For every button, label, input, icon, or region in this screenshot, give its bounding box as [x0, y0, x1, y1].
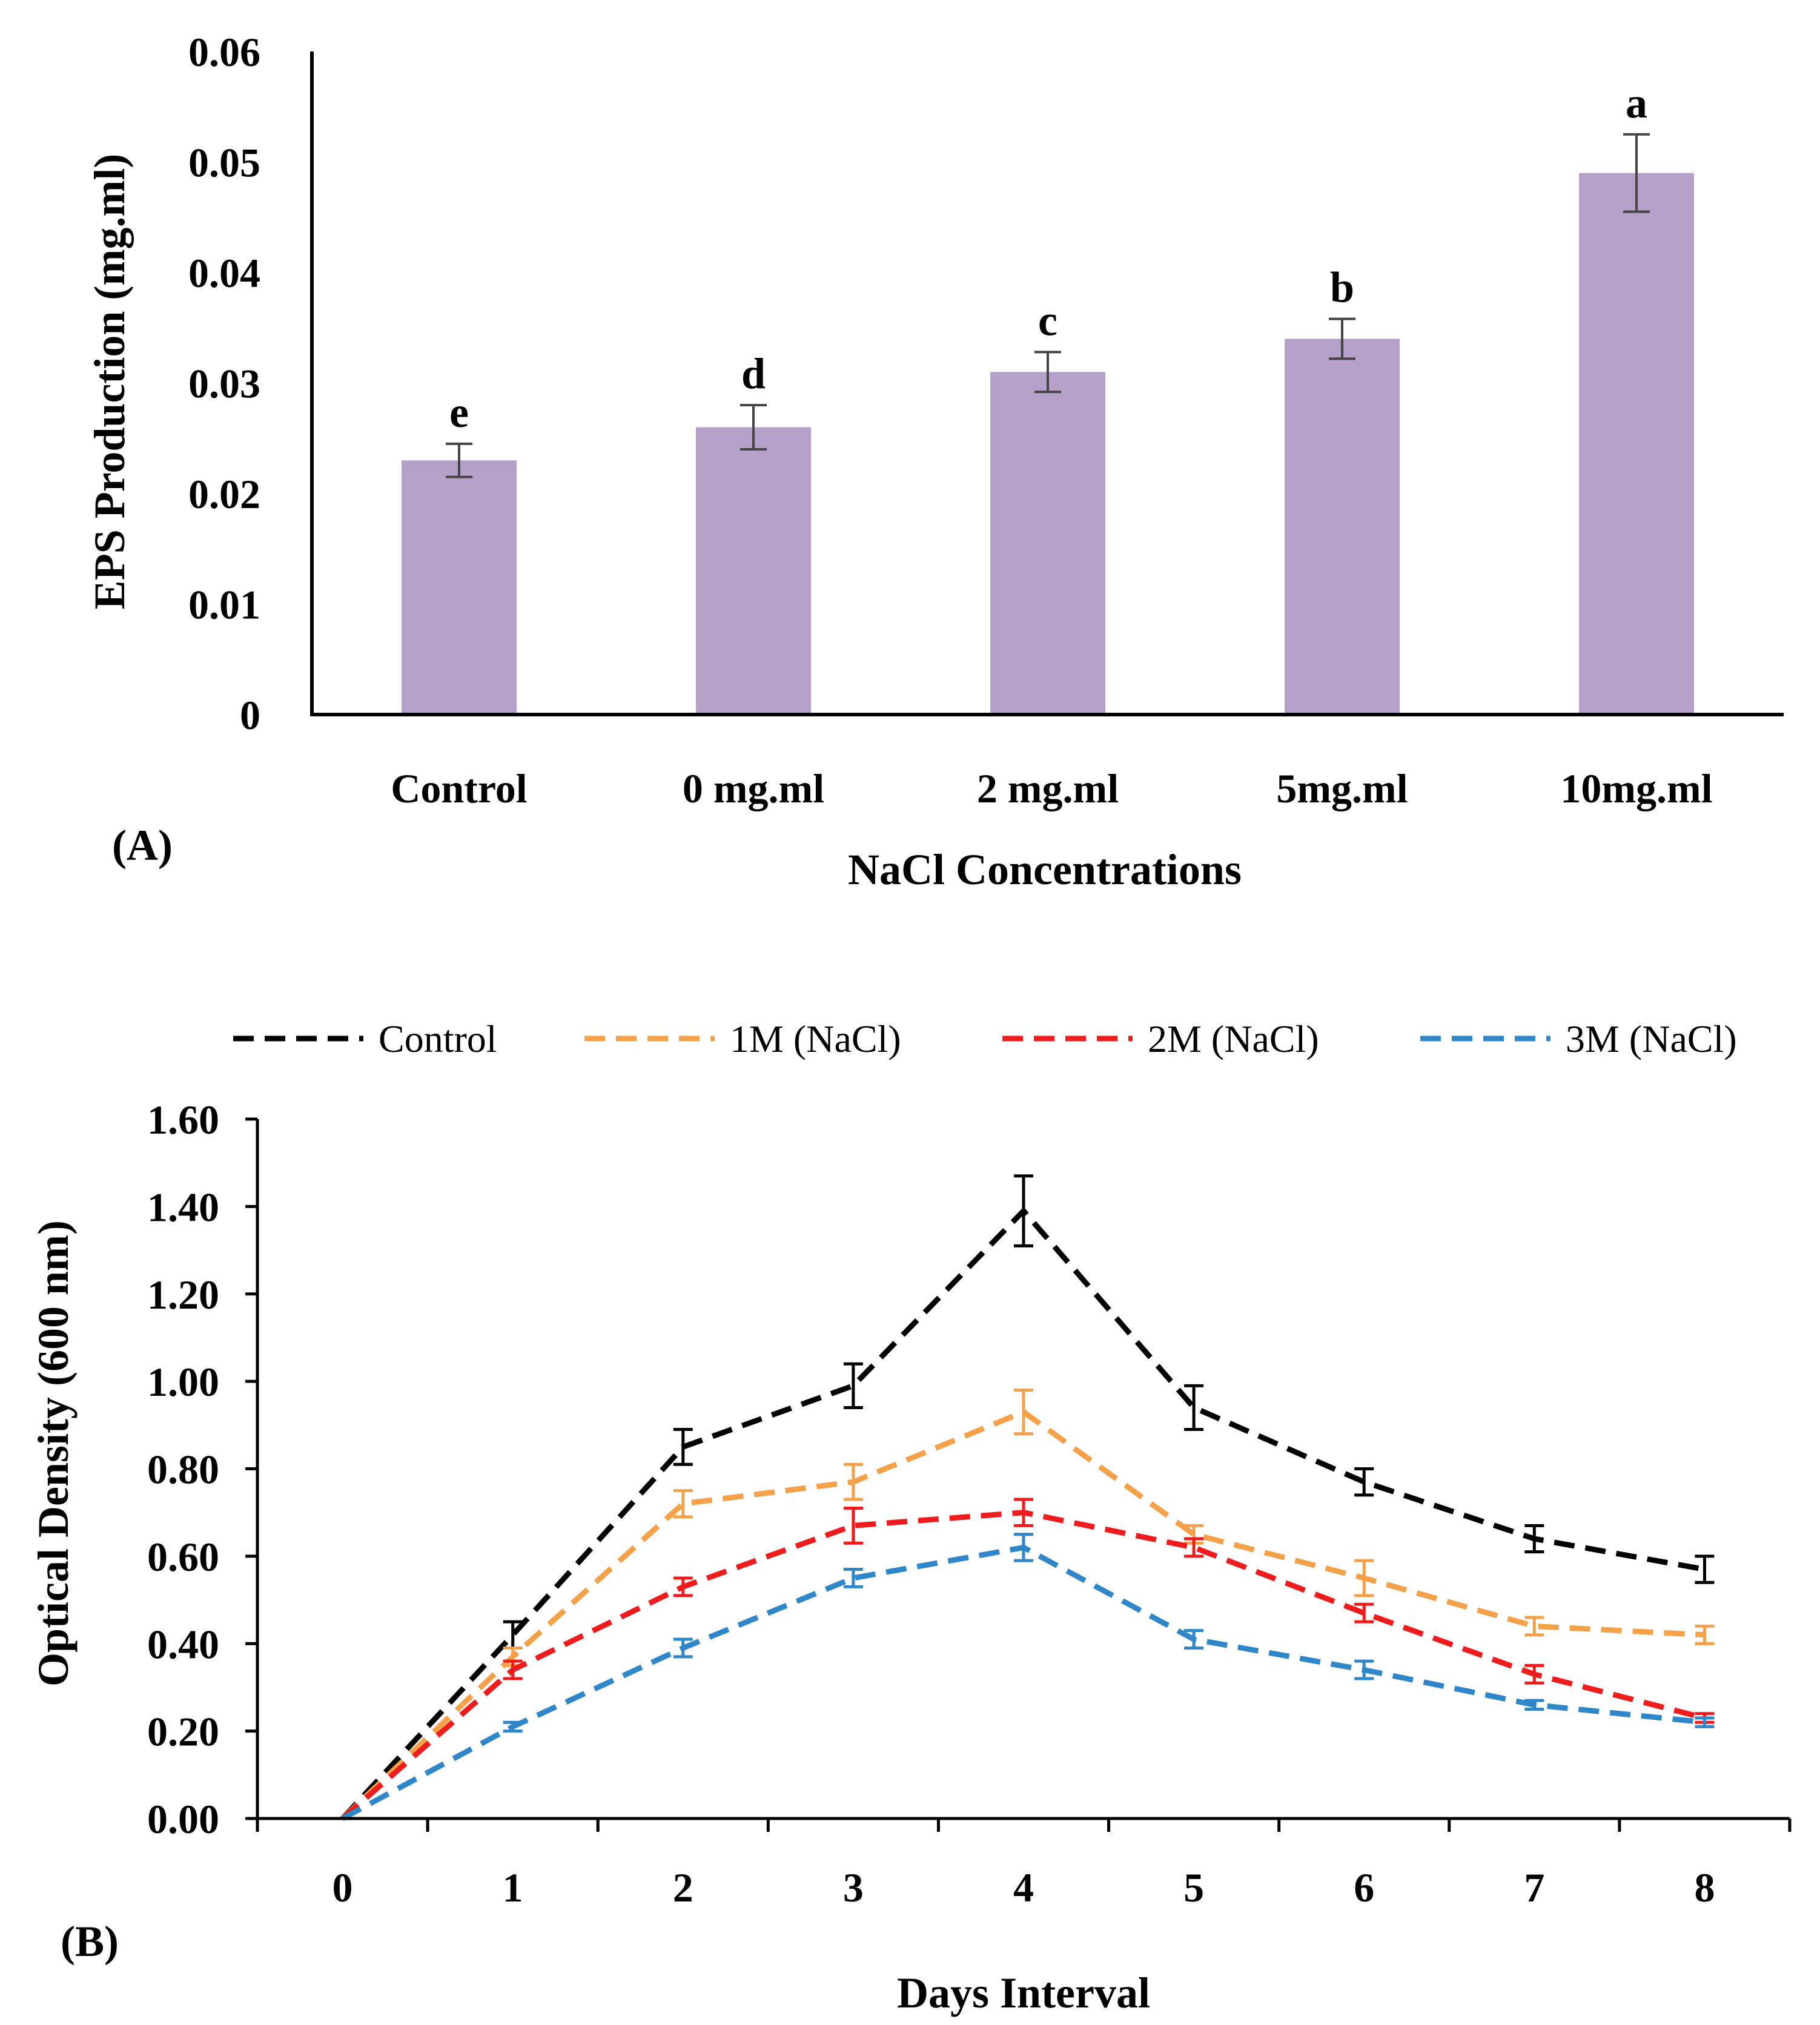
chart-b-y-tick-label: 1.00 [147, 1359, 219, 1405]
chart-b-y-tick-label: 0.60 [147, 1534, 219, 1580]
chart-a-bar-2 [696, 427, 811, 715]
chart-b-y-tick-label: 0.00 [147, 1796, 219, 1842]
chart-b-y-tick-label: 0.80 [147, 1447, 219, 1493]
chart-a-x-tick-label: Control [391, 765, 527, 811]
chart-a-error-bars [446, 133, 1650, 478]
chart-a-significance-letter-2: d [741, 349, 766, 398]
chart-a-panel-label: (A) [112, 821, 173, 870]
chart-a-bar-1 [402, 460, 517, 715]
chart-b-legend-label-4: 3M (NaCl) [1566, 1017, 1737, 1060]
chart-a-bars [402, 173, 1694, 715]
chart-b-y-tick-label: 1.40 [147, 1184, 219, 1230]
chart-b-x-tick-label: 6 [1354, 1865, 1374, 1911]
chart-b-x-ticks: 0 1 2 3 4 5 6 7 8 [256, 1819, 1792, 1911]
chart-a-y-tick-label: 0.06 [188, 29, 260, 75]
chart-a-y-ticks: 0 0.01 0.02 0.03 0.04 0.05 0.06 [188, 29, 260, 738]
chart-b-series-line-4 [341, 1544, 1705, 1821]
chart-b-x-tick-label: 7 [1524, 1865, 1544, 1911]
chart-b-x-tick-label: 3 [843, 1865, 864, 1911]
chart-b-legend-label-2: 1M (NaCl) [730, 1017, 901, 1060]
chart-b-panel-label: (B) [61, 1917, 119, 1966]
chart-b-x-tick-label: 1 [503, 1865, 523, 1911]
chart-a-y-tick-label: 0.01 [188, 582, 260, 628]
chart-b-y-tick-label: 1.20 [147, 1272, 219, 1318]
chart-a-significance-letter-1: e [449, 388, 469, 437]
chart-b-series-line-2 [340, 1409, 1705, 1821]
chart-a-y-tick-label: 0.05 [188, 140, 260, 186]
chart-a-y-tick-label: 0 [240, 692, 260, 738]
chart-a-y-tick-label: 0.04 [188, 250, 260, 296]
chart-b-y-axis-title: Optical Density (600 nm) [29, 1220, 78, 1686]
chart-b-y-tick-label: 0.20 [147, 1709, 219, 1755]
chart-b-x-tick-label: 2 [673, 1865, 693, 1911]
chart-a-x-tick-label: 5mg.ml [1276, 765, 1408, 811]
chart-b-x-tick-label: 5 [1183, 1865, 1204, 1911]
chart-b-y-tick-label: 0.40 [147, 1621, 219, 1667]
chart-b-series-1 [340, 1174, 1715, 1821]
chart-a-significance-letter-5: a [1626, 79, 1647, 127]
chart-b-y-ticks: 0.00 0.20 0.40 0.60 0.80 1.00 1.20 1.40 1.60 [147, 1097, 257, 1842]
chart-a-bar-5 [1579, 173, 1694, 715]
chart-b-x-tick-label: 0 [333, 1865, 353, 1911]
chart-b-series-4 [341, 1533, 1715, 1821]
chart-a-significance-letter-4: b [1330, 263, 1354, 312]
chart-a-x-tick-label: 10mg.ml [1560, 765, 1712, 811]
chart-b-series-2 [340, 1389, 1715, 1821]
chart-a-bar-3 [990, 372, 1105, 715]
chart-b-series-3 [340, 1498, 1715, 1821]
chart-a-y-tick-label: 0.03 [188, 361, 260, 407]
chart-a-y-axis-title: EPS Production (mg.ml) [85, 154, 134, 610]
chart-a-x-ticks: Control 0 mg.ml 2 mg.ml 5mg.ml 10mg.ml [391, 765, 1712, 811]
chart-b-legend-label-1: Control [379, 1017, 497, 1060]
chart-a-significance-letter-3: c [1038, 296, 1057, 345]
chart-a-bar-4 [1285, 339, 1400, 715]
chart-a: 0 0.01 0.02 0.03 0.04 0.05 0.06 e d c b a Control 0… [85, 29, 1784, 894]
chart-a-x-tick-label: 0 mg.ml [683, 765, 824, 811]
chart-a-x-axis-title: NaCl Concentrations [848, 845, 1242, 894]
chart-b-x-tick-label: 4 [1013, 1865, 1034, 1911]
chart-b-x-axis-title: Days Interval [897, 1969, 1150, 2017]
chart-a-y-tick-label: 0.02 [188, 471, 260, 517]
chart-a-x-tick-label: 2 mg.ml [977, 765, 1119, 811]
chart-b-series [340, 1174, 1715, 1821]
chart-b-legend-label-3: 2M (NaCl) [1148, 1017, 1319, 1060]
chart-b: Control 1M (NaCl) 2M (NaCl) 3M (NaCl) 0.000… [29, 1017, 1792, 2017]
chart-b-y-tick-label: 1.60 [147, 1097, 219, 1143]
chart-a-significance-letters: e d c b a [449, 79, 1647, 437]
chart-b-legend: Control 1M (NaCl) 2M (NaCl) 3M (NaCl) [233, 1017, 1737, 1060]
chart-b-x-tick-label: 8 [1694, 1865, 1715, 1911]
